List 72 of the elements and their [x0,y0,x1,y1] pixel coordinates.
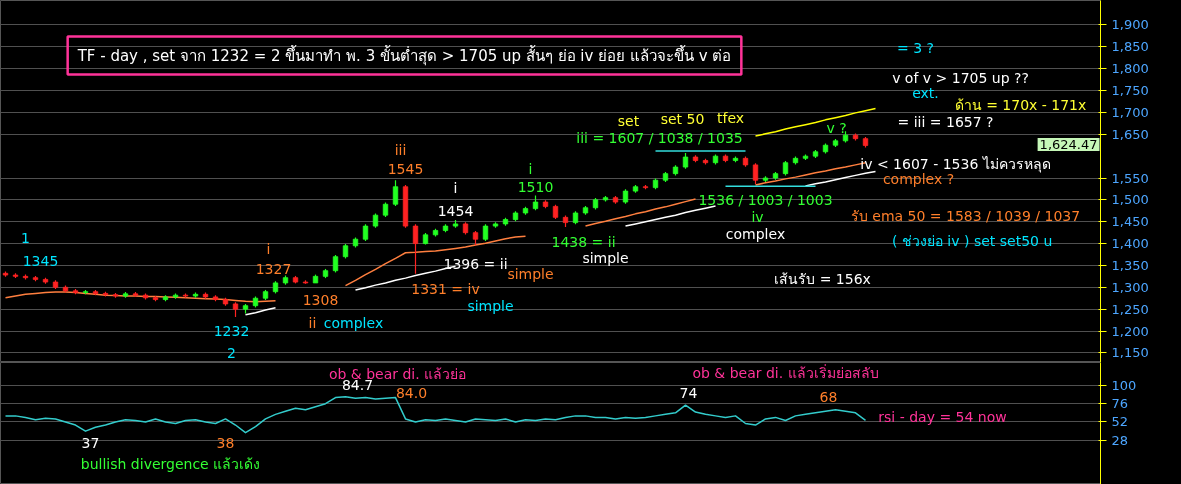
annotation: 1536 / 1003 / 1003 [698,191,833,208]
annotation: ( ช่วงย่อ iv ) set set50 u [892,232,1053,249]
annotation: v of v > 1705 up ?? [892,69,1029,86]
y-tick-label: 1,800 [1111,61,1149,77]
annotation: 1308 [302,291,339,308]
annotation: 1,624.47 [1039,137,1098,152]
annotation: 68 [819,388,838,405]
y-tick-label: 100 [1111,377,1137,393]
annotation: complex ? [882,170,955,187]
annotation: 38 [216,434,235,451]
annotation: i [266,240,271,257]
annotation: bullish divergence แล้วเด้ง [80,455,261,472]
annotation: = iii = 1657 ? [897,113,994,130]
annotation: = 3 ? [897,39,934,56]
annotation: 84.0 [395,384,428,401]
y-tick-label: 1,850 [1111,39,1149,55]
annotation: ob & bear di. แล้วเริ่มย่อสลับ [692,363,879,381]
annotation: 1438 = ii [551,233,616,250]
y-tick-label: 1,150 [1111,345,1149,361]
annotation: 1345 [22,252,59,269]
y-tick-label: 76 [1111,396,1129,412]
annotation: iv [751,208,764,225]
y-tick-label: 1,450 [1111,214,1149,230]
annotation: 1545 [387,160,424,177]
y-tick-label: 1,350 [1111,257,1149,273]
annotation: ext. [912,84,939,101]
annotation: rsi - day = 54 now [878,408,1007,425]
candlestick [752,162,759,185]
annotation: ด้าน = 170x - 171x [954,96,1087,113]
y-tick-label: 1,900 [1111,17,1149,33]
annotation: เส้นรับ = 156x [774,270,871,287]
annotation: 1396 = ii [443,255,508,272]
candlestick [412,223,419,275]
annotation: simple [467,297,514,314]
candlestick [392,179,399,207]
annotation: i [528,160,533,177]
annotation: complex [725,225,786,242]
y-tick-label: 52 [1111,414,1129,430]
annotation: 1 [21,229,30,246]
annotation: 1232 [213,322,250,339]
y-tick-label: 1,750 [1111,83,1149,99]
y-tick-label: 1,200 [1111,323,1149,339]
annotation: รับ ema 50 = 1583 / 1039 / 1037 [850,207,1081,224]
y-tick-label: 1,700 [1111,104,1149,120]
y-tick-label: 1,250 [1111,301,1149,317]
annotation: set [617,112,640,129]
text: TF - day , set จาก 1232 = 2 ขึ้นมาทำ พ. 3 ขั้นต่ำสุด > 1705 up สั้นๆ ย่อ iv ย่อย แล้วจะขึ้น v ต่อ [76,44,732,66]
annotation: iv < 1607 - 1536 ไม่ควรหลุด [860,155,1051,173]
annotation: 1454 [437,202,474,219]
annotation: 1510 [517,178,554,195]
annotation: 2 [227,344,236,361]
annotation: 1327 [255,260,292,277]
annotation: simple [582,249,629,266]
annotation: i [453,179,458,196]
y-tick-label: 1,650 [1111,126,1149,142]
annotation: tfex [716,109,745,126]
annotation: set 50 [660,110,705,127]
y-tick-label: 28 [1111,432,1129,448]
annotation: ii [308,314,317,331]
annotation: 1331 = iv [411,280,480,297]
annotation: simple [507,265,554,282]
annotation: iii = 1607 / 1038 / 1035 [576,129,743,146]
annotation: 37 [81,434,100,451]
annotation: v ? [826,119,847,136]
y-tick-label: 1,400 [1111,236,1149,252]
line-series [754,107,877,137]
y-tick-label: 1,300 [1111,279,1149,295]
y-tick-label: 1,500 [1111,192,1149,208]
annotation: iii [394,141,407,158]
y-tick-label: 1,550 [1111,170,1149,186]
annotation: 74 [679,384,698,401]
annotation: complex [323,314,384,331]
